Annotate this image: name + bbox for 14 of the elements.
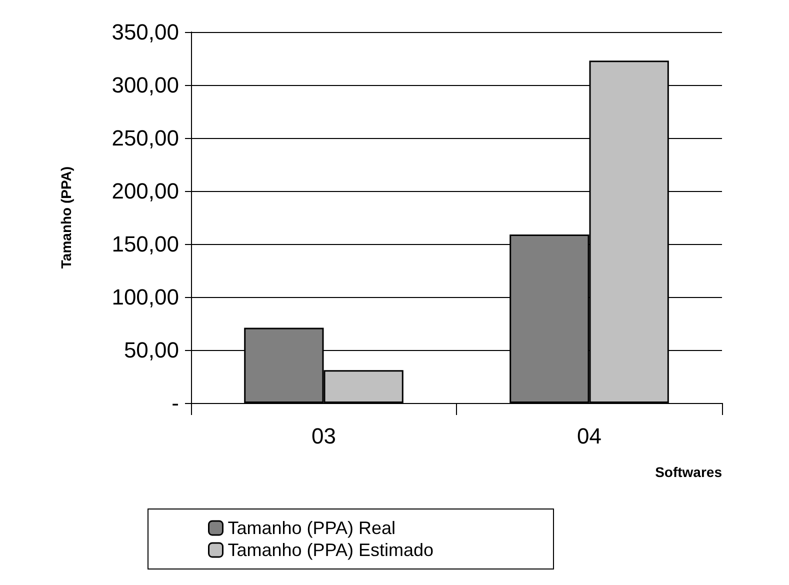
y-tick-label: -: [172, 390, 179, 416]
y-axis-title: Tamanho (PPA): [58, 166, 74, 269]
legend-label: Tamanho (PPA) Real: [228, 518, 396, 538]
y-tick-label: 250,00: [112, 126, 179, 150]
x-tick-label: 04: [577, 424, 602, 448]
y-tick-label: 300,00: [112, 72, 179, 98]
x-tick-label: 03: [312, 424, 336, 448]
y-tick-label: 350,00: [112, 20, 179, 44]
x-axis-title: Softwares: [655, 464, 722, 480]
y-tick-label: 200,00: [112, 178, 179, 204]
y-tick-label: 150,00: [112, 232, 179, 256]
y-tick-label: 100,00: [112, 284, 179, 310]
legend-label: Tamanho (PPA) Estimado: [228, 540, 434, 560]
y-tick-label: 50,00: [124, 338, 179, 362]
